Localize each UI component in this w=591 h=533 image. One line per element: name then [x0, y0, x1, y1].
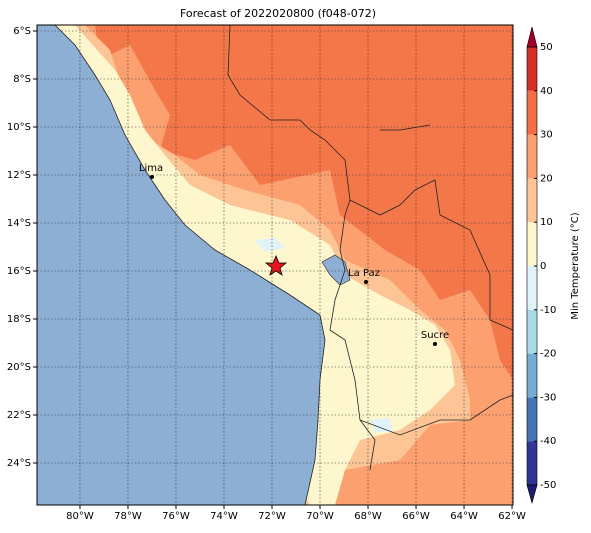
x-tick-label: 78°W: [114, 511, 142, 522]
colorbar-tick-label: 0: [540, 261, 546, 272]
x-tick-label: 72°W: [258, 511, 286, 522]
y-tick-label: 6°S: [13, 26, 31, 37]
x-tick-label: 80°W: [66, 511, 94, 522]
x-tick-label: 76°W: [162, 511, 190, 522]
colorbar-tick-label: 10: [540, 217, 553, 228]
colorbar-segment: [527, 353, 537, 398]
colorbar-segment: [527, 397, 537, 442]
colorbar-label: Min Temperature (°C): [570, 212, 581, 319]
x-tick-label: 70°W: [306, 511, 334, 522]
y-tick-label: 20°S: [7, 362, 31, 373]
city-marker: [150, 175, 154, 179]
city-label: Lima: [139, 163, 163, 174]
colorbar-tick-label: -20: [540, 349, 556, 360]
map-frame: [36, 24, 514, 506]
map-title: Forecast of 2022020800 (f048-072): [180, 7, 376, 20]
city-label: Sucre: [421, 330, 449, 341]
land-band-0: [37, 25, 455, 505]
colorbar-extend-under: [526, 484, 538, 505]
country-borders: [227, 24, 514, 471]
colorbar-segment: [527, 309, 537, 354]
colorbar-segment: [527, 441, 537, 485]
y-tick-label: 10°S: [7, 122, 31, 133]
y-tick-label: 16°S: [7, 266, 31, 277]
colorbar-tick-label: 50: [540, 42, 553, 53]
x-tick-label: 62°W: [498, 511, 526, 522]
city-marker: [433, 342, 437, 346]
x-tick-label: 74°W: [210, 511, 238, 522]
colorbar-segment: [527, 90, 537, 135]
colorbar-tick-label: 40: [540, 86, 553, 97]
y-tick-label: 18°S: [7, 314, 31, 325]
city-marker: [364, 280, 368, 284]
colorbar-tick-label: -30: [540, 392, 556, 403]
x-tick-label: 68°W: [354, 511, 382, 522]
colorbar-segment: [527, 178, 537, 223]
colorbar-segment: [527, 47, 537, 91]
x-tick-label: 64°W: [450, 511, 478, 522]
colorbar-tick-label: 20: [540, 173, 553, 184]
x-tick-label: 66°W: [402, 511, 430, 522]
colorbar-tick-label: -50: [540, 480, 556, 491]
colorbar-extend-over: [526, 26, 538, 48]
colorbar-segment: [527, 266, 537, 310]
y-tick-label: 24°S: [7, 458, 31, 469]
y-tick-label: 12°S: [7, 170, 31, 181]
colorbar-tick-label: -10: [540, 305, 556, 316]
y-tick-label: 14°S: [7, 218, 31, 229]
city-label: La Paz: [348, 268, 380, 279]
colorbar-segment: [527, 134, 537, 179]
y-tick-label: 22°S: [7, 410, 31, 421]
colorbar-tick-label: -40: [540, 436, 556, 447]
colorbar-segment: [527, 222, 537, 266]
y-tick-label: 8°S: [13, 74, 31, 85]
colorbar-tick-label: 30: [540, 130, 553, 141]
